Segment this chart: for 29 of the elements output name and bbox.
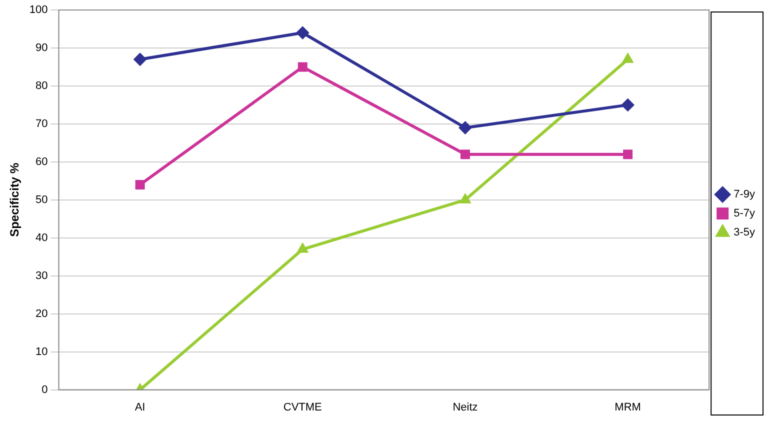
y-tick-label: 10 <box>36 346 48 358</box>
x-tick-label: CVTME <box>283 401 322 414</box>
point <box>460 193 471 204</box>
point <box>296 26 310 40</box>
point <box>134 52 147 66</box>
y-tick-label: 60 <box>36 156 48 168</box>
point <box>298 62 308 72</box>
y-tick-label: 70 <box>36 118 48 130</box>
legend-label: 7-9y <box>734 188 756 201</box>
y-tick-label: 40 <box>36 232 48 244</box>
y-tick-label: 90 <box>36 42 48 54</box>
y-tick-label: 80 <box>36 80 48 92</box>
legend-label: 3-5y <box>734 226 756 239</box>
point <box>296 242 308 253</box>
y-tick-label: 20 <box>36 308 48 320</box>
y-tick-label: 100 <box>29 4 48 16</box>
legend-label: 5-7y <box>734 208 756 220</box>
point <box>458 121 472 134</box>
y-axis-title: Specificity % <box>8 162 22 237</box>
point <box>623 150 633 160</box>
point <box>621 98 634 112</box>
x-tick-label: AI <box>134 401 146 414</box>
y-tick-label: 50 <box>36 194 48 206</box>
point <box>135 180 145 190</box>
x-tick-label: Neitz <box>452 401 478 414</box>
y-tick-label: 30 <box>36 270 48 282</box>
x-tick-label: MRM <box>614 401 641 414</box>
point <box>460 150 470 160</box>
y-tick-label: 0 <box>42 384 48 396</box>
